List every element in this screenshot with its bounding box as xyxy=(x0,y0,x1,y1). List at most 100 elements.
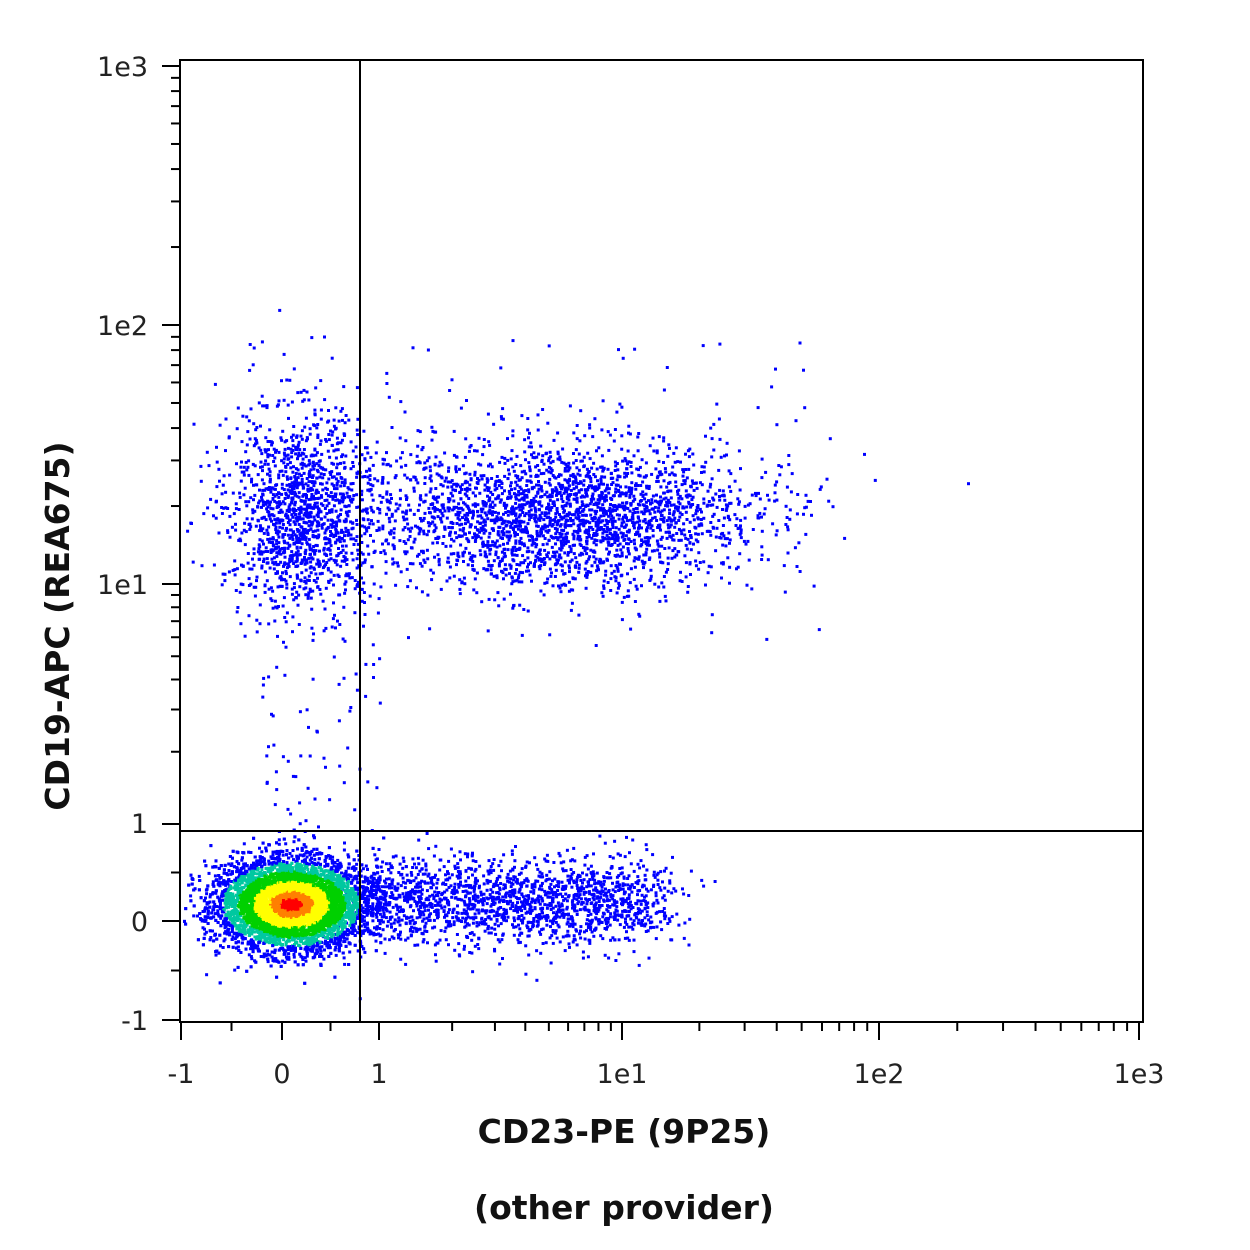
event-dot xyxy=(423,511,427,515)
event-dot xyxy=(471,513,475,517)
event-dot xyxy=(582,464,586,468)
event-dot xyxy=(558,535,562,539)
event-dot xyxy=(689,485,693,489)
event-dot xyxy=(634,487,638,491)
event-dot xyxy=(673,525,677,529)
event-dot xyxy=(433,925,437,929)
event-dot xyxy=(511,549,515,552)
event-dot xyxy=(324,438,328,441)
event-dot xyxy=(434,873,437,877)
event-dot xyxy=(488,552,492,556)
event-dot xyxy=(277,551,281,555)
event-dot xyxy=(766,558,770,562)
event-dot xyxy=(551,474,555,477)
event-dot xyxy=(648,556,652,560)
event-dot xyxy=(535,455,539,459)
event-dot xyxy=(404,512,408,516)
event-dot xyxy=(578,511,582,515)
event-dot xyxy=(355,493,359,497)
event-dot xyxy=(627,424,631,428)
event-dot xyxy=(489,888,493,892)
event-dot xyxy=(642,566,645,570)
event-dot xyxy=(391,905,395,909)
event-dot xyxy=(295,519,299,523)
event-dot xyxy=(551,459,555,463)
event-dot xyxy=(662,497,666,501)
event-dot xyxy=(355,566,359,570)
event-dot xyxy=(490,465,494,469)
event-dot xyxy=(245,468,249,472)
event-dot xyxy=(440,520,444,524)
event-dot xyxy=(280,438,284,442)
event-dot xyxy=(714,535,718,539)
event-dot xyxy=(658,470,662,474)
event-dot xyxy=(394,854,398,858)
event-dot xyxy=(585,575,589,579)
event-dot xyxy=(676,550,680,554)
event-dot xyxy=(253,493,257,497)
event-dot xyxy=(592,473,596,476)
event-dot xyxy=(532,451,536,455)
event-dot xyxy=(324,626,328,630)
event-dot xyxy=(421,910,425,914)
event-dot xyxy=(433,904,437,907)
event-dot xyxy=(567,589,571,593)
event-dot xyxy=(660,581,664,585)
event-dot xyxy=(416,429,420,433)
event-dot xyxy=(262,560,265,563)
event-dot xyxy=(614,487,618,491)
event-dot xyxy=(581,520,585,524)
event-dot xyxy=(502,527,506,531)
event-dot xyxy=(297,512,301,516)
event-dot xyxy=(586,955,590,959)
event-dot xyxy=(317,533,321,537)
event-dot xyxy=(481,507,485,511)
event-dot xyxy=(608,923,612,927)
event-dot xyxy=(590,536,594,540)
event-dot xyxy=(548,450,552,454)
event-dot xyxy=(612,505,616,509)
event-dot xyxy=(515,553,519,557)
event-dot xyxy=(574,556,578,560)
event-dot xyxy=(795,565,799,568)
event-dot xyxy=(480,893,483,897)
event-dot xyxy=(474,504,477,508)
event-dot xyxy=(623,471,627,475)
event-dot xyxy=(487,564,491,568)
event-dot xyxy=(273,487,277,491)
event-dot xyxy=(651,529,655,532)
event-dot xyxy=(559,515,563,519)
event-dot xyxy=(493,544,497,548)
event-dot xyxy=(463,502,467,506)
event-dot xyxy=(607,552,611,556)
event-dot xyxy=(540,511,544,515)
event-dot xyxy=(301,537,305,541)
event-dot xyxy=(578,519,582,523)
event-dot xyxy=(569,517,572,520)
event-dot xyxy=(409,904,413,908)
event-dot xyxy=(426,941,429,945)
event-dot xyxy=(332,583,335,587)
event-dot xyxy=(390,891,394,895)
event-dot xyxy=(489,490,493,494)
event-dot xyxy=(524,527,528,531)
event-dot xyxy=(603,497,607,501)
event-dot xyxy=(585,492,588,496)
event-dot xyxy=(572,881,576,885)
event-dot xyxy=(496,591,500,595)
event-dot xyxy=(484,502,488,506)
event-dot xyxy=(292,586,296,590)
event-dot xyxy=(449,884,453,888)
event-dot xyxy=(232,512,236,516)
event-dot xyxy=(606,540,610,544)
event-dot xyxy=(599,482,603,486)
event-dot xyxy=(362,893,366,896)
event-dot xyxy=(657,585,661,589)
event-dot xyxy=(500,559,504,563)
event-dot xyxy=(508,496,512,500)
event-dot xyxy=(603,475,607,479)
event-dot xyxy=(350,488,354,492)
event-dot xyxy=(299,525,303,529)
event-dot xyxy=(281,604,285,608)
event-dot xyxy=(514,497,518,501)
